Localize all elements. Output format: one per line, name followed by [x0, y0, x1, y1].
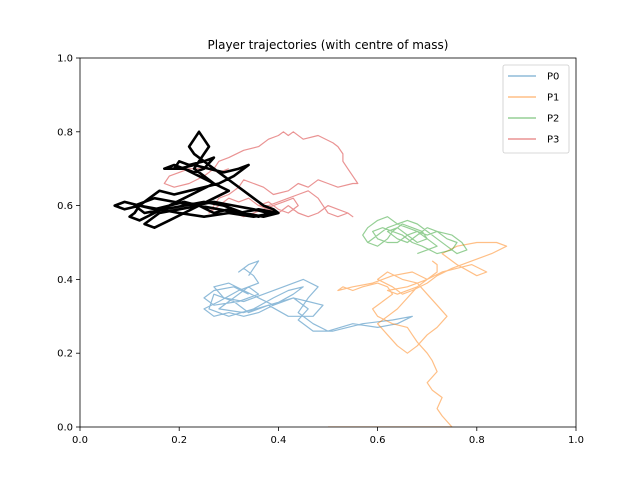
- centre-of-mass-layer: [113, 130, 280, 229]
- y-tick-label: 1.0: [57, 54, 73, 65]
- chart-title: Player trajectories (with centre of mass…: [208, 38, 449, 52]
- y-tick-label: 0.0: [57, 423, 73, 434]
- x-axis: 0.0 0.2 0.4 0.6 0.8 1.0: [72, 427, 584, 446]
- x-tick-label: 0.6: [370, 435, 386, 446]
- legend-label-p3: P3: [547, 135, 559, 146]
- legend-box: [502, 64, 570, 154]
- legend: P0 P1 P2 P3: [502, 64, 570, 154]
- legend-label-p1: P1: [547, 93, 559, 104]
- y-axis: 0.0 0.2 0.4 0.6 0.8 1.0: [57, 54, 80, 434]
- plot-frame: [79, 57, 577, 428]
- y-tick-label: 0.4: [57, 275, 73, 286]
- x-tick-label: 1.0: [568, 435, 584, 446]
- x-tick-label: 0.8: [469, 435, 485, 446]
- y-tick-label: 0.8: [57, 127, 73, 138]
- legend-label-p2: P2: [547, 114, 559, 125]
- centre-of-mass-line: [113, 130, 280, 229]
- series-layer: [163, 131, 508, 427]
- series-line-p0: [203, 260, 413, 332]
- x-tick-label: 0.2: [171, 435, 187, 446]
- series-line-p2: [362, 216, 468, 255]
- x-tick-label: 0.4: [270, 435, 286, 446]
- y-tick-label: 0.6: [57, 201, 73, 212]
- series-line-p1: [328, 241, 508, 427]
- y-tick-label: 0.2: [57, 349, 73, 360]
- legend-label-p0: P0: [547, 72, 559, 83]
- x-tick-label: 0.0: [72, 435, 88, 446]
